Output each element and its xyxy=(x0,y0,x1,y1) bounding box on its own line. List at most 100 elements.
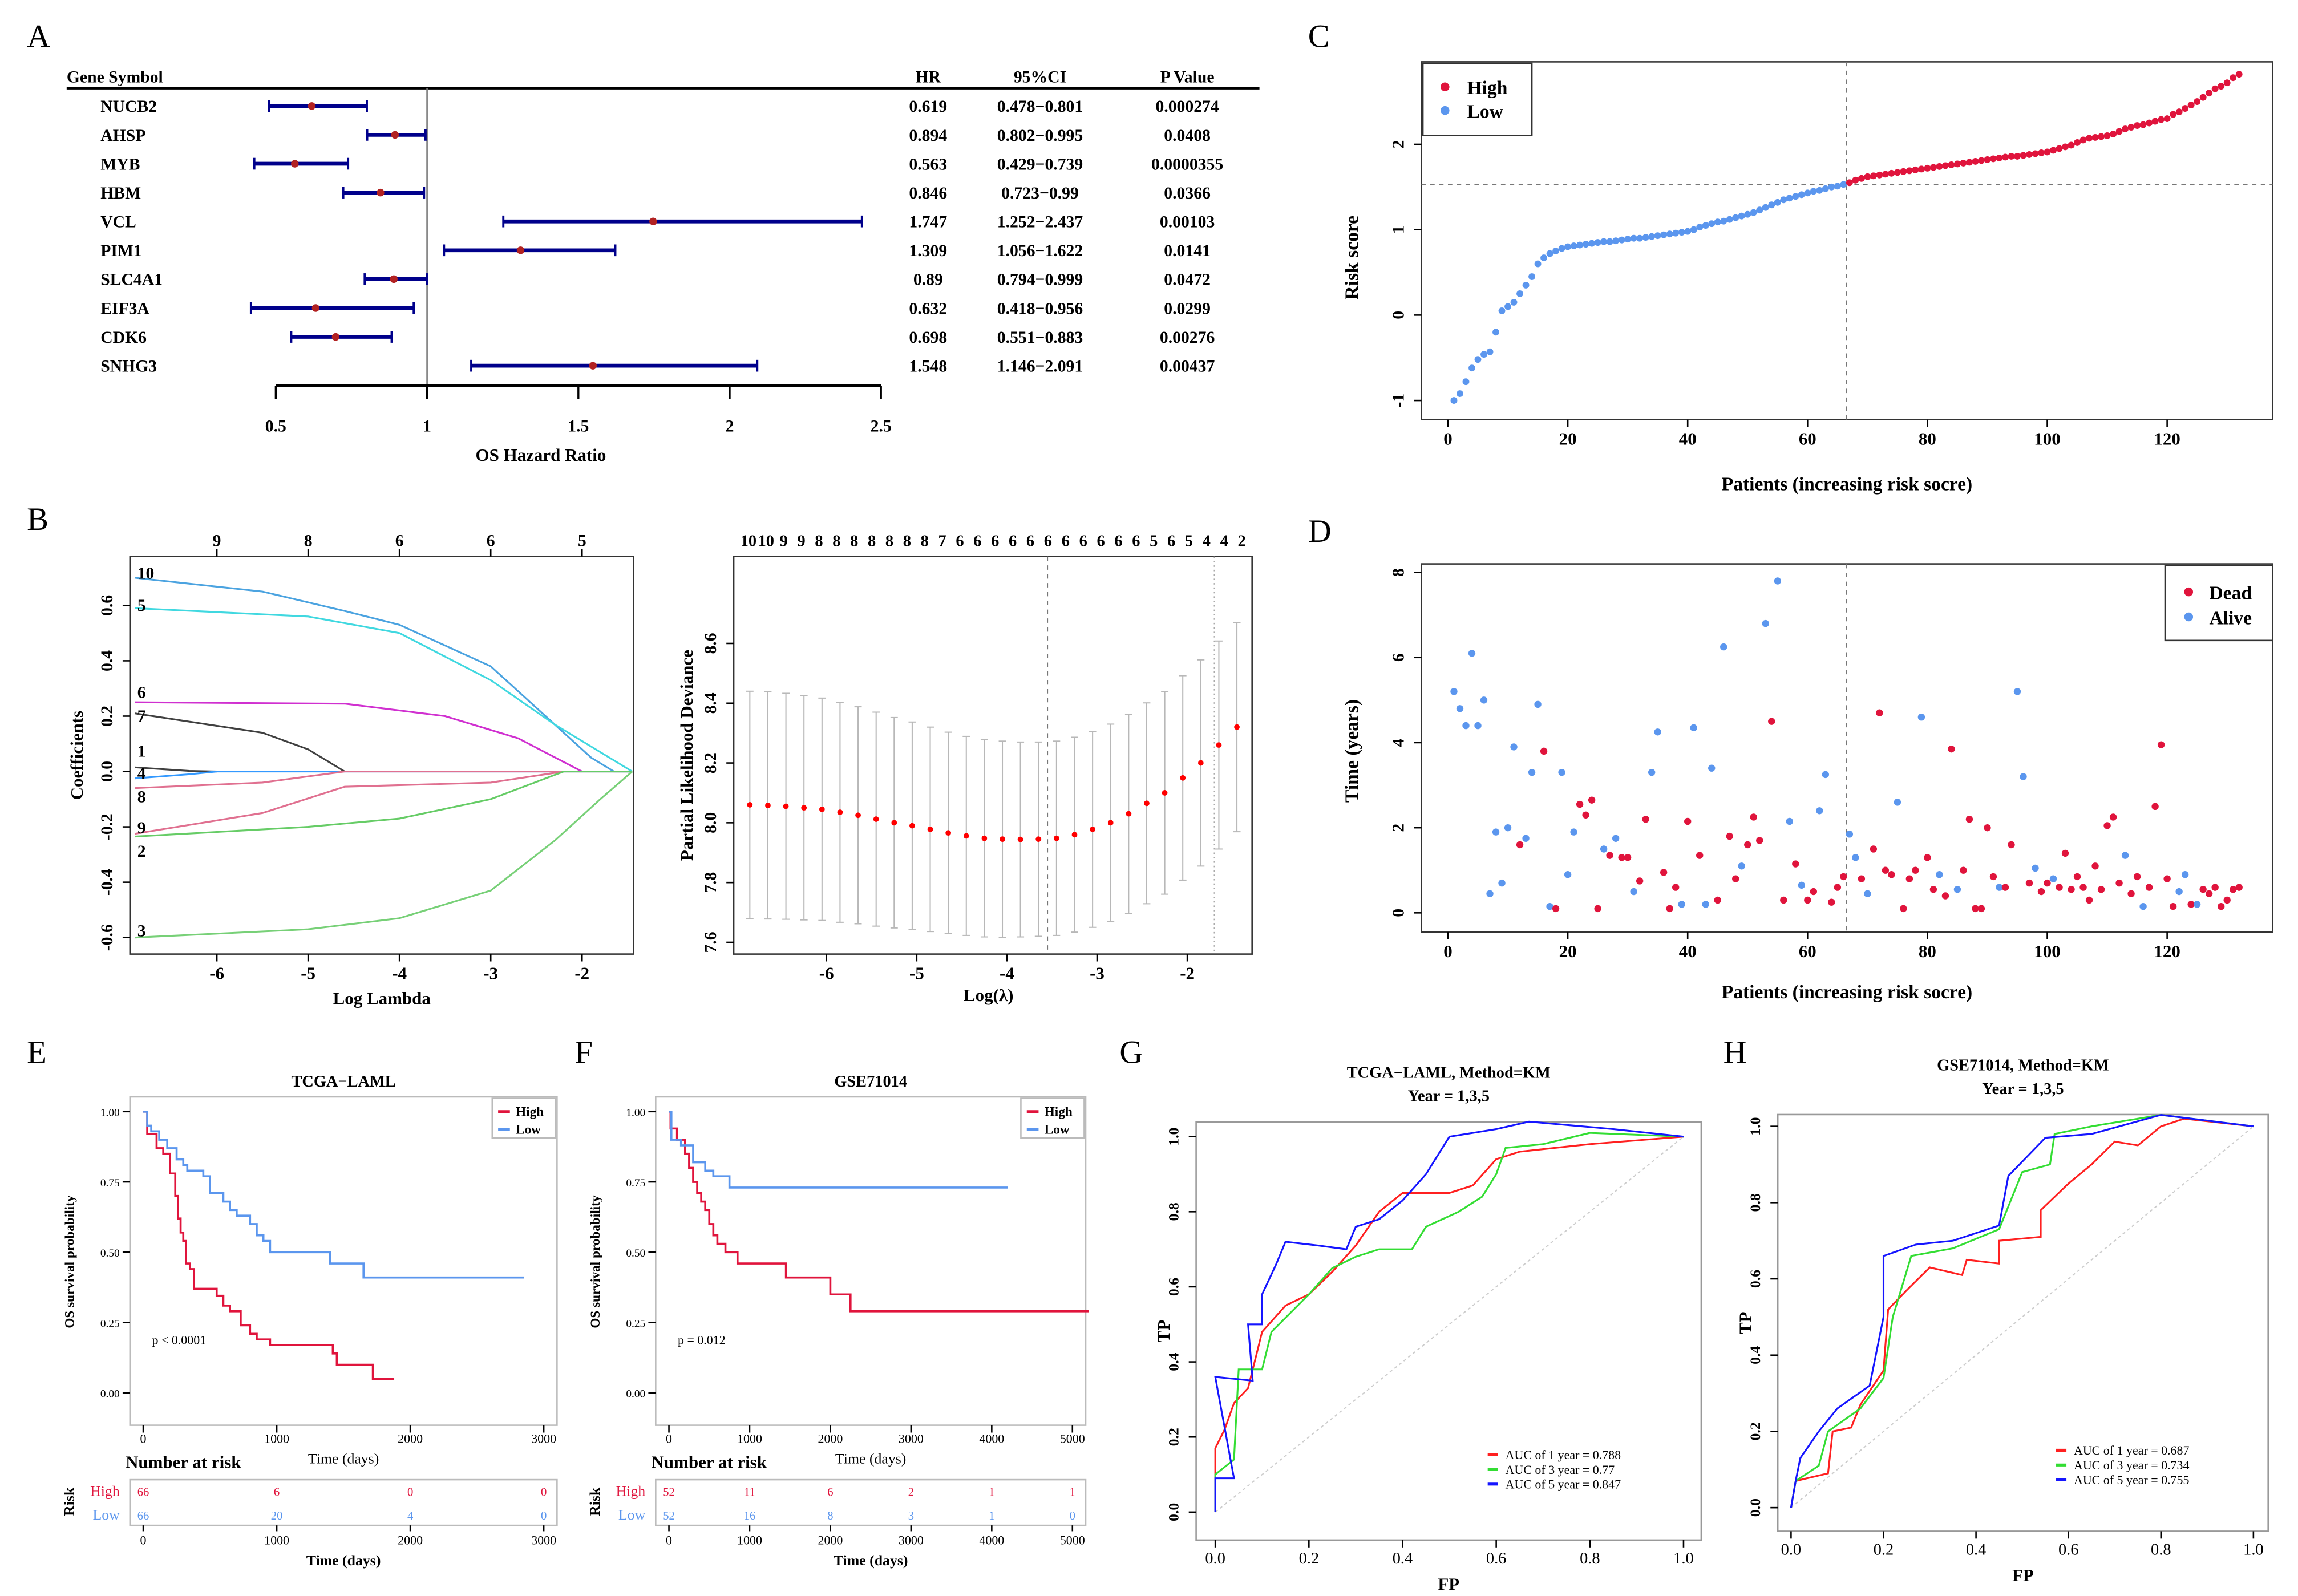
dead-point xyxy=(1696,852,1704,859)
high-risk-point xyxy=(2079,136,2087,144)
y-axis-label: Time (years) xyxy=(1342,699,1363,803)
high-risk-point xyxy=(2134,122,2141,129)
low-risk-point xyxy=(1672,229,1680,237)
y-axis-label: TP xyxy=(1735,1311,1755,1334)
y-axis-tick-label: 0.00 xyxy=(100,1388,120,1400)
panel-label: D xyxy=(1308,513,1332,549)
high-risk-point xyxy=(2044,148,2051,156)
high-risk-point xyxy=(2194,98,2201,106)
hr-value: 1.548 xyxy=(909,357,947,375)
alive-point xyxy=(1450,688,1458,695)
dead-point xyxy=(1948,745,1955,753)
low-risk-point xyxy=(1660,231,1668,238)
alive-point xyxy=(1846,831,1854,838)
hr-value: 0.698 xyxy=(909,329,947,347)
high-risk-point xyxy=(2115,128,2123,135)
risk-table-row-label: Risk xyxy=(586,1487,603,1516)
dead-point xyxy=(1582,811,1589,819)
x-axis-tick-label: 0.0 xyxy=(1781,1541,1801,1559)
risk-x-tick-label: 0 xyxy=(666,1533,672,1548)
x-axis-tick-label: 4000 xyxy=(979,1432,1004,1446)
alive-point xyxy=(1917,713,1925,721)
x-axis-label: Patients (increasing risk socre) xyxy=(1722,474,1972,495)
low-survival-curve xyxy=(669,1110,1008,1189)
dead-point xyxy=(1744,841,1751,849)
risk-count-low: 16 xyxy=(744,1510,756,1522)
risk-x-tick-label: 1000 xyxy=(737,1533,762,1548)
x-axis-label: OS Hazard Ratio xyxy=(476,445,606,465)
low-risk-point xyxy=(1732,214,1739,221)
high-risk-point xyxy=(1972,157,1979,165)
hr-value: 0.619 xyxy=(909,98,947,116)
dead-point xyxy=(1732,875,1739,882)
y-axis-tick-label: 2 xyxy=(1390,140,1408,149)
top-tick-label: 6 xyxy=(1097,533,1105,550)
deviance-point xyxy=(891,820,897,826)
high-risk-point xyxy=(1936,163,1943,170)
header-gene-symbol: Gene Symbol xyxy=(67,68,163,87)
p-value: 0.0299 xyxy=(1164,299,1211,318)
hr-value: 1.747 xyxy=(909,213,947,232)
high-risk-point xyxy=(1924,164,1931,172)
low-risk-point xyxy=(1540,254,1548,262)
top-tick-label: 4 xyxy=(1220,533,1228,550)
low-risk-point xyxy=(1762,204,1769,211)
top-tick-label: 8 xyxy=(815,533,823,550)
top-tick-label: 9 xyxy=(213,532,221,550)
x-axis-tick-label: -4 xyxy=(1000,963,1014,983)
high-risk-point xyxy=(2230,74,2237,82)
risk-x-tick-label: 3000 xyxy=(531,1533,556,1548)
alive-point xyxy=(1822,771,1830,779)
roc-curve xyxy=(1214,1132,1684,1512)
low-risk-point xyxy=(1630,234,1637,242)
x-axis-tick-label: 60 xyxy=(1799,429,1816,449)
p-value-label: p < 0.0001 xyxy=(152,1333,207,1347)
high-risk-point xyxy=(2086,135,2093,142)
dead-point xyxy=(1576,800,1584,808)
dead-point xyxy=(2229,886,2237,893)
high-risk-point xyxy=(2218,83,2225,90)
low-risk-point xyxy=(1822,185,1829,192)
high-risk-point xyxy=(2199,94,2207,101)
low-risk-point xyxy=(1534,260,1542,268)
y-axis-tick-label: 1.0 xyxy=(1166,1128,1182,1146)
ci-value: 0.418−0.956 xyxy=(997,299,1083,318)
x-axis-tick-label: -2 xyxy=(1180,963,1195,983)
risk-table-title: Number at risk xyxy=(126,1452,241,1472)
panel-label: E xyxy=(27,1035,47,1071)
dead-point xyxy=(1756,837,1763,844)
low-risk-point xyxy=(1786,195,1793,202)
ci-value: 1.146−2.091 xyxy=(997,357,1083,375)
y-axis-tick-label: 0.50 xyxy=(626,1247,645,1259)
dead-point xyxy=(2109,813,2117,821)
deviance-point xyxy=(1000,836,1005,842)
risk-count-low: 20 xyxy=(271,1510,283,1522)
x-axis-tick-label: 0 xyxy=(1443,429,1452,449)
panel-label: H xyxy=(1724,1035,1747,1071)
y-axis-tick-label: 1.00 xyxy=(626,1107,645,1119)
ci-value: 0.551−0.883 xyxy=(997,329,1083,347)
deviance-point xyxy=(1035,836,1042,842)
risk-group-high: High xyxy=(616,1482,646,1499)
legend-marker-high xyxy=(1441,82,1450,92)
dead-point xyxy=(2223,896,2231,904)
y-axis-tick-label: 1.0 xyxy=(1747,1117,1763,1135)
y-axis-tick-label: 0.0 xyxy=(1166,1503,1182,1521)
x-axis-label: Log(λ) xyxy=(964,985,1013,1005)
x-tick-label: 2 xyxy=(726,417,734,435)
y-axis-tick-label: 0.2 xyxy=(1166,1428,1182,1446)
dead-point xyxy=(1666,905,1673,913)
y-axis-tick-label: 0.4 xyxy=(98,650,116,671)
legend-label: Dead xyxy=(2209,583,2252,604)
alive-point xyxy=(1936,871,1943,878)
high-risk-point xyxy=(2139,121,2147,128)
legend-label: Low xyxy=(1467,101,1504,122)
x-axis-tick-label: -6 xyxy=(209,963,224,983)
high-risk-point xyxy=(1846,179,1853,187)
legend-label: AUC of 5 year = 0.847 xyxy=(1506,1477,1621,1492)
gene-label: SNHG3 xyxy=(100,357,157,375)
high-risk-point xyxy=(2211,85,2219,92)
gene-label: CDK6 xyxy=(100,329,147,347)
x-axis-label: FP xyxy=(1438,1574,1459,1594)
x-tick-label: 0.5 xyxy=(265,417,286,435)
